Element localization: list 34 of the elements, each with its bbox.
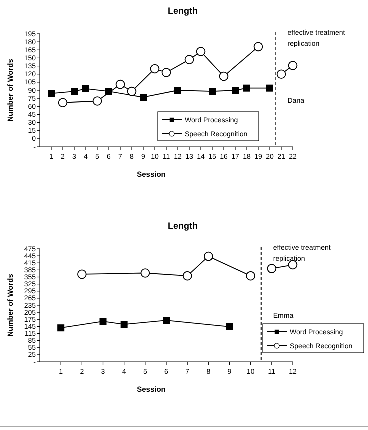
point: [163, 317, 170, 324]
point: [92, 96, 102, 106]
point: [219, 72, 229, 82]
point: [209, 88, 216, 96]
point: [182, 271, 192, 281]
point: [71, 88, 78, 96]
point: [184, 55, 194, 64]
point: [244, 84, 250, 92]
point: [58, 98, 68, 108]
point: [276, 70, 286, 80]
point: [246, 271, 256, 281]
point: [232, 87, 239, 94]
chart-title: Length: [168, 221, 198, 231]
point: [150, 64, 160, 74]
point: [266, 84, 274, 92]
point: [82, 85, 90, 92]
point: [254, 42, 264, 52]
point: [140, 94, 147, 101]
point: [78, 270, 87, 280]
point: [174, 87, 182, 94]
point: [204, 252, 214, 262]
point: [127, 86, 137, 96]
point: [226, 323, 234, 330]
point: [162, 68, 172, 78]
point: [288, 61, 298, 70]
point: [120, 321, 128, 328]
point: [100, 318, 107, 326]
point: [196, 47, 206, 56]
point: [140, 268, 150, 278]
point: [116, 80, 126, 90]
point: [48, 90, 55, 98]
point: [58, 324, 65, 332]
chart-title: Length: [168, 6, 198, 16]
point: [267, 264, 277, 274]
